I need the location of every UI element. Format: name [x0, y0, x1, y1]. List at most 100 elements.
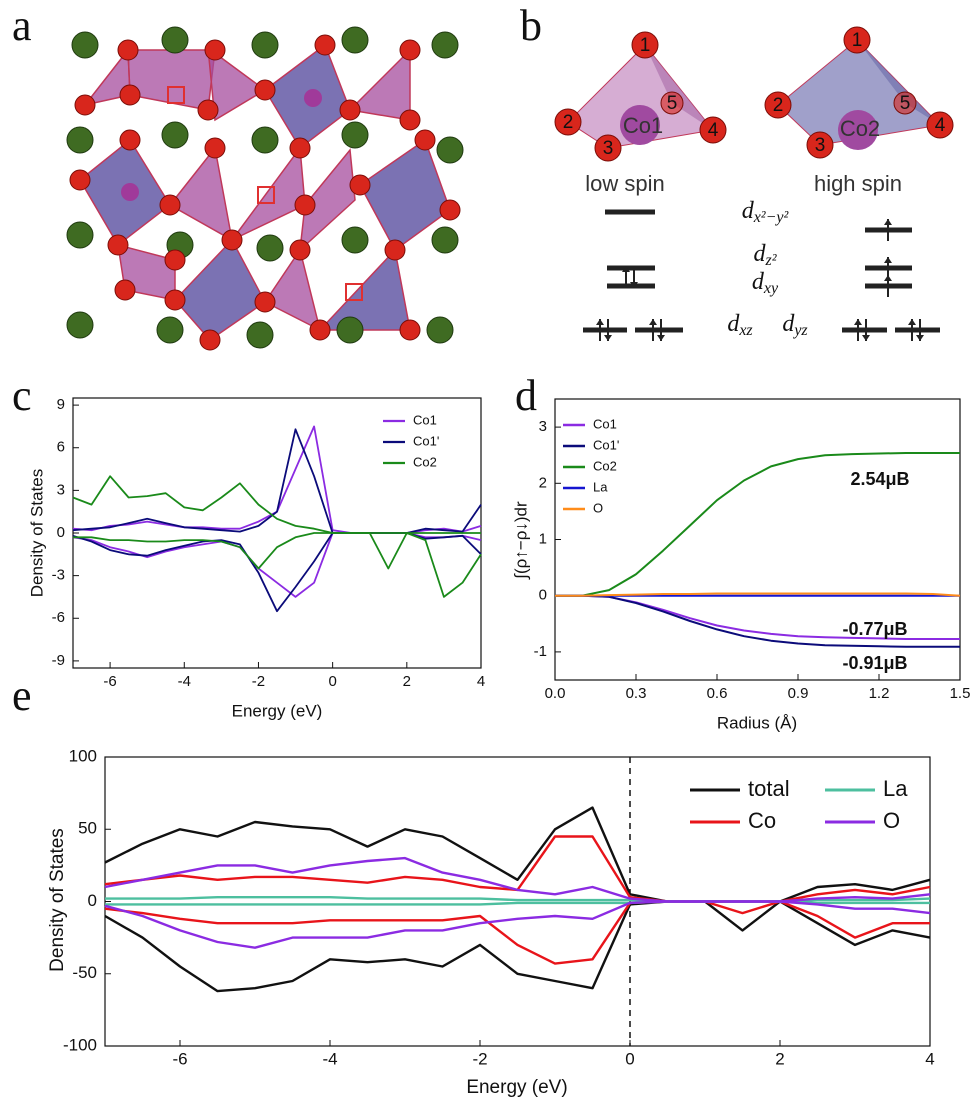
o-atom [295, 195, 315, 215]
x-tick-label: 0.3 [626, 685, 647, 702]
panel-label: e [12, 671, 32, 720]
legend-label: La [593, 479, 608, 494]
orbital-label: dxz [727, 311, 753, 339]
la-atom [432, 32, 458, 58]
orbital-subscript: yz [792, 322, 808, 339]
polyhedron [320, 250, 410, 330]
y-tick-label: 50 [78, 819, 97, 838]
x-tick-label: 4 [925, 1049, 934, 1068]
orbital-label: dx²−y² [742, 198, 790, 226]
atom-number: 2 [563, 112, 574, 133]
electron-arrow-head [884, 257, 892, 263]
atom-number: 1 [852, 30, 863, 51]
o-atom [385, 240, 405, 260]
electron-arrow-head [884, 275, 892, 281]
dos-line [73, 533, 481, 597]
legend-label: Co2 [413, 454, 437, 469]
legend-label: Co [748, 808, 776, 833]
o-atom [400, 40, 420, 60]
o-atom [415, 130, 435, 150]
o-atom [120, 130, 140, 150]
o-atom [350, 175, 370, 195]
la-atom [247, 322, 273, 348]
panel-label: c [12, 371, 32, 420]
y-axis-label: Density of States [27, 469, 46, 598]
la-atom [67, 312, 93, 338]
o-atom [165, 250, 185, 270]
y-tick-label: -100 [63, 1035, 97, 1054]
legend-label: Co2 [593, 458, 617, 473]
x-tick-label: -4 [322, 1049, 337, 1068]
electron-arrow-head [854, 319, 862, 325]
orbital-label: dxy [752, 269, 779, 297]
x-tick-label: 0 [625, 1049, 634, 1068]
la-atom [162, 122, 188, 148]
y-tick-label: 2 [539, 474, 547, 491]
y-tick-label: 1 [539, 530, 547, 547]
orbital-subscript: xz [738, 322, 753, 339]
la-atom [72, 32, 98, 58]
y-tick-label: 3 [57, 481, 65, 498]
annotation: 2.54μB [850, 469, 909, 489]
legend-label: total [748, 776, 790, 801]
y-tick-label: 3 [539, 418, 547, 435]
la-atom [257, 235, 283, 261]
y-tick-label: -3 [52, 567, 65, 584]
atom-label: Co2 [840, 116, 880, 141]
dos-line [105, 902, 930, 948]
la-atom [342, 122, 368, 148]
polyhedron [128, 50, 215, 110]
x-tick-label: 4 [477, 673, 485, 690]
o-atom [400, 320, 420, 340]
y-tick-label: -6 [52, 609, 65, 626]
atom-number: 3 [815, 135, 826, 156]
atom-number: 4 [708, 120, 719, 141]
y-tick-label: 100 [69, 746, 97, 765]
legend-label: Co1' [593, 437, 619, 452]
y-tick-label: 6 [57, 439, 65, 456]
x-tick-label: -6 [172, 1049, 187, 1068]
o-atom [75, 95, 95, 115]
la-atom [432, 227, 458, 253]
polyhedron [265, 250, 320, 330]
electron-arrow-head [908, 319, 916, 325]
legend-label: O [593, 500, 603, 515]
o-atom [310, 320, 330, 340]
orbital-subscript: x²−y² [753, 209, 790, 226]
o-atom [198, 100, 218, 120]
panel-label: a [12, 1, 32, 50]
x-tick-label: -2 [472, 1049, 487, 1068]
dos-line [73, 533, 481, 611]
atom-label: Co1 [623, 113, 663, 138]
atom-number: 5 [900, 93, 911, 114]
x-axis-label: Energy (eV) [232, 701, 323, 720]
x-tick-label: 0.0 [545, 685, 566, 702]
orbital-subscript: xy [763, 280, 779, 297]
orbital-subscript: z² [764, 252, 777, 269]
x-tick-label: 2 [403, 673, 411, 690]
x-tick-label: 0.6 [707, 685, 728, 702]
y-tick-label: -50 [72, 963, 97, 982]
panel-label: d [515, 371, 537, 420]
co-atom [304, 89, 322, 107]
electron-arrow-head [916, 335, 924, 341]
atom-number: 5 [667, 93, 678, 114]
spin-label: high spin [814, 171, 902, 196]
o-atom [440, 200, 460, 220]
la-atom [67, 127, 93, 153]
electron-arrow-head [604, 335, 612, 341]
o-atom [255, 80, 275, 100]
x-tick-label: 1.2 [869, 685, 890, 702]
o-atom [290, 138, 310, 158]
y-axis-label: ∫(ρ↑−ρ↓)dr [511, 501, 530, 580]
o-atom [200, 330, 220, 350]
panel-label: b [520, 1, 542, 50]
atom-number: 3 [603, 138, 614, 159]
la-atom [162, 27, 188, 53]
legend-label: La [883, 776, 908, 801]
o-atom [70, 170, 90, 190]
y-tick-label: -9 [52, 652, 65, 669]
polyhedron [232, 148, 305, 240]
